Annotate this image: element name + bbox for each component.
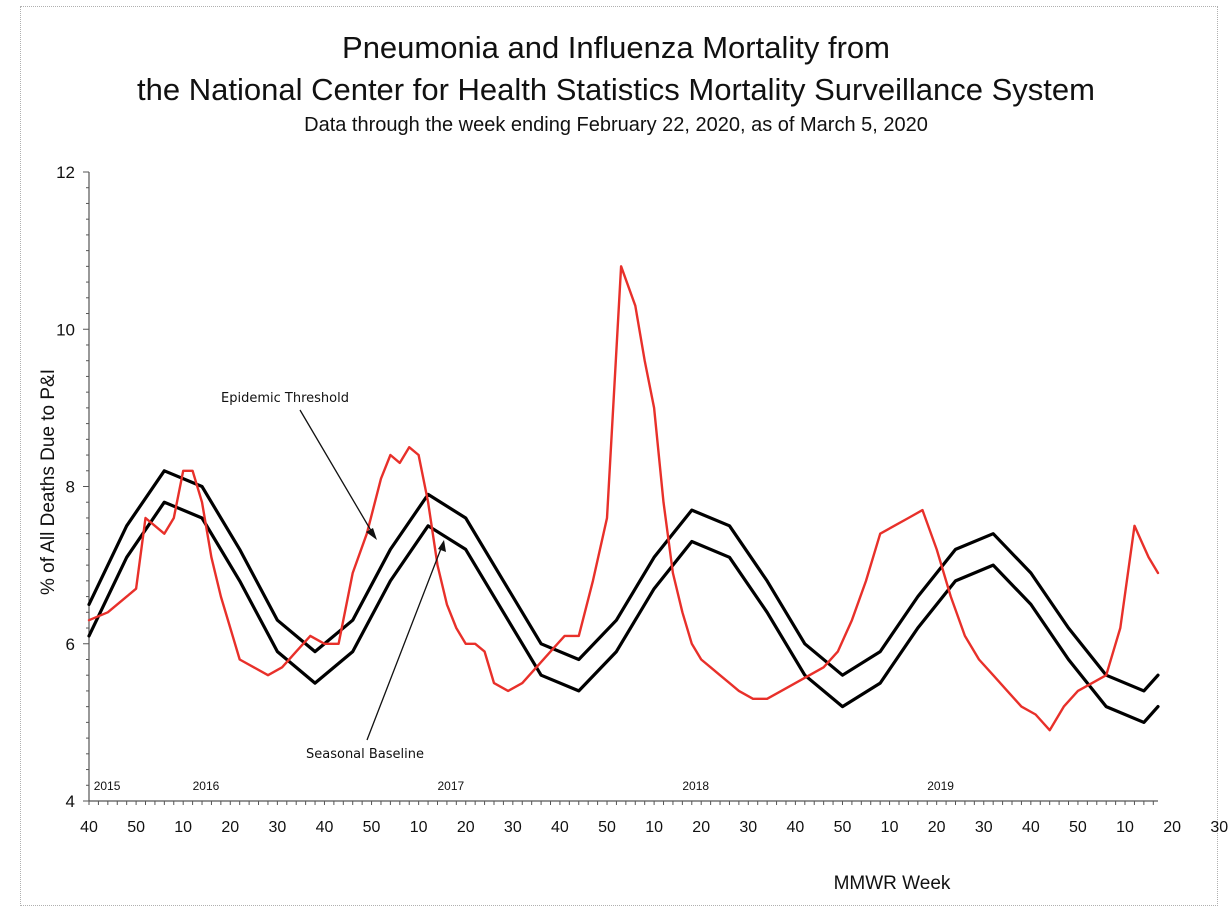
- x-axis-ticks: 40 50 10 20 30 40 50 10 20 30 40 50 10 20 30 40 50 10 20 30…: [80, 801, 1228, 836]
- x-tick-label: 40: [1022, 819, 1040, 836]
- series-lines: [87, 265, 1160, 732]
- chart-frame: [20, 6, 1218, 906]
- x-axis-title: MMWR Week: [834, 873, 951, 894]
- y-axis-title: % of All Deaths Due to P&I: [38, 369, 59, 595]
- year-label-2017: 2017: [437, 779, 464, 793]
- series-line-seasonal-baseline: [87, 500, 1160, 725]
- x-tick-label: 30: [504, 819, 522, 836]
- year-labels: 2015 2016 2017 2018 2019: [94, 779, 955, 793]
- axes: [88, 172, 1158, 802]
- x-tick-label: 10: [174, 819, 192, 836]
- annotations: Epidemic Threshold Seasonal Baseline: [221, 391, 446, 762]
- x-tick-label: 40: [786, 819, 804, 836]
- annotation-arrowhead-epidemic-threshold: [366, 528, 377, 540]
- x-tick-label: 50: [1069, 819, 1087, 836]
- annotation-epidemic-threshold: Epidemic Threshold: [221, 391, 349, 406]
- year-label-2019: 2019: [927, 779, 954, 793]
- series-line-epidemic-threshold: [87, 469, 1160, 693]
- x-tick-label: 30: [739, 819, 757, 836]
- annotation-arrow-seasonal-baseline: [366, 545, 443, 741]
- x-tick-label: 40: [80, 819, 98, 836]
- x-tick-label: 20: [221, 819, 239, 836]
- y-tick-label: 4: [66, 792, 75, 811]
- x-tick-label: 30: [1210, 819, 1228, 836]
- y-tick-label: 8: [66, 478, 75, 497]
- x-tick-label: 20: [1163, 819, 1181, 836]
- annotation-arrow-epidemic-threshold: [299, 409, 374, 535]
- series-line-observed: [87, 265, 1160, 732]
- x-tick-label: 50: [598, 819, 616, 836]
- year-label-2015: 2015: [94, 779, 121, 793]
- chart-title-line-2: the National Center for Health Statistic…: [137, 72, 1095, 107]
- annotation-seasonal-baseline: Seasonal Baseline: [306, 747, 424, 762]
- y-tick-label: 12: [56, 163, 75, 182]
- x-tick-label: 50: [363, 819, 381, 836]
- x-tick-label: 20: [692, 819, 710, 836]
- x-tick-label: 10: [1116, 819, 1134, 836]
- x-tick-label: 40: [551, 819, 569, 836]
- x-tick-label: 50: [127, 819, 145, 836]
- chart-title-line-1: Pneumonia and Influenza Mortality from: [342, 30, 890, 65]
- x-tick-label: 30: [975, 819, 993, 836]
- year-label-2018: 2018: [682, 779, 709, 793]
- x-tick-label: 10: [645, 819, 663, 836]
- y-tick-label: 10: [56, 320, 75, 339]
- chart-subtitle: Data through the week ending February 22…: [304, 114, 928, 136]
- annotation-arrowhead-seasonal-baseline: [438, 540, 446, 552]
- x-tick-label: 20: [457, 819, 475, 836]
- x-tick-label: 20: [928, 819, 946, 836]
- x-tick-label: 40: [316, 819, 334, 836]
- x-tick-label: 50: [834, 819, 852, 836]
- x-tick-label: 10: [881, 819, 899, 836]
- x-tick-label: 30: [268, 819, 286, 836]
- x-tick-label: 10: [410, 819, 428, 836]
- year-label-2016: 2016: [193, 779, 220, 793]
- y-axis-ticks: 4 6 8 10 12: [56, 163, 89, 811]
- y-tick-label: 6: [66, 635, 75, 654]
